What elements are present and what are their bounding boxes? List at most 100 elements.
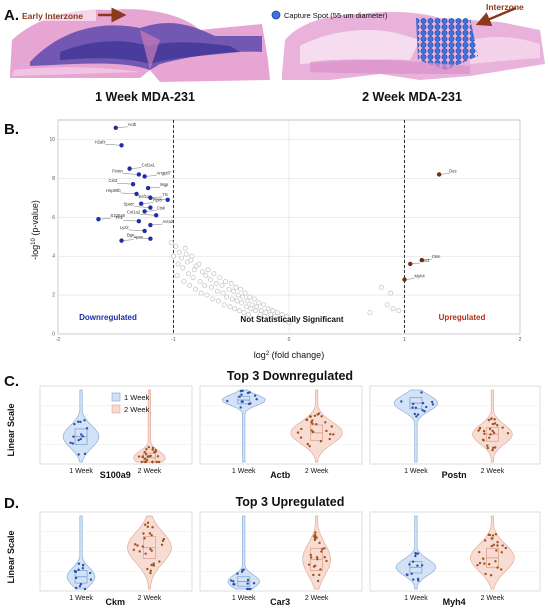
violin-panel-car3: 1 Week 2 Week Car3 bbox=[199, 511, 363, 607]
violin-dot bbox=[150, 549, 153, 552]
violin-dot bbox=[77, 562, 81, 565]
ns-point bbox=[265, 306, 271, 312]
ns-point bbox=[173, 243, 179, 249]
violin-dot bbox=[330, 425, 333, 428]
violin-dot bbox=[423, 410, 426, 413]
violin-dot bbox=[488, 427, 492, 431]
violin-dot bbox=[132, 548, 136, 551]
gene-label-postn: Postn bbox=[112, 168, 123, 173]
violin-dot bbox=[325, 559, 328, 563]
violin-dot bbox=[487, 418, 491, 422]
violin-dot bbox=[138, 550, 141, 553]
group-label-2week: 2 Week bbox=[305, 595, 329, 602]
label-leader bbox=[151, 198, 168, 200]
violin-dot bbox=[496, 540, 499, 544]
ns-point bbox=[176, 249, 182, 255]
violin-dot bbox=[489, 574, 493, 577]
gene-point-apoe bbox=[119, 238, 124, 243]
violin-dot bbox=[501, 426, 504, 429]
violin-dot bbox=[144, 523, 147, 526]
violin-dot bbox=[83, 587, 87, 591]
ns-point bbox=[182, 245, 188, 251]
violin-dot bbox=[430, 400, 434, 404]
violin-shape-1week bbox=[227, 515, 260, 590]
violin-dot bbox=[309, 415, 312, 418]
violin-dot bbox=[296, 431, 300, 434]
violin-dot bbox=[491, 448, 494, 452]
ns-point bbox=[186, 271, 192, 277]
violin-dot bbox=[152, 562, 155, 565]
group-label-2week: 2 Week bbox=[481, 595, 505, 602]
violin-panel-ckm: 1 Week 2 Week Ckm bbox=[39, 511, 193, 607]
violin-dot bbox=[249, 587, 252, 591]
violin-shape-1week bbox=[221, 389, 266, 463]
violin-dot bbox=[411, 560, 415, 563]
violin-dot bbox=[411, 402, 415, 406]
label-leader bbox=[140, 214, 157, 216]
violin-dot bbox=[77, 453, 80, 456]
gene-label-cst3: Cst3 bbox=[108, 178, 117, 183]
gene-point-angptl7 bbox=[142, 174, 147, 179]
violin-dot bbox=[78, 585, 82, 588]
violin-dot bbox=[319, 440, 323, 443]
violin-dot bbox=[149, 571, 152, 575]
violin-dot bbox=[482, 557, 485, 560]
violin-shape-2week bbox=[133, 389, 166, 463]
violin-dot bbox=[491, 537, 494, 540]
violin-dot bbox=[79, 582, 83, 586]
violin-dot bbox=[140, 460, 144, 464]
violin-dot bbox=[416, 564, 419, 567]
violin-dot bbox=[152, 564, 155, 567]
violin-dot bbox=[148, 532, 152, 535]
violin-dot bbox=[246, 582, 249, 585]
violin-dot bbox=[313, 414, 317, 417]
violin-shape-2week bbox=[470, 515, 515, 590]
violin-dot bbox=[416, 552, 420, 555]
violin-dot bbox=[245, 587, 249, 591]
legend-swatch-1week bbox=[111, 392, 121, 402]
violin-dot bbox=[246, 391, 250, 395]
violin-dot bbox=[483, 562, 486, 565]
early-interzone-tag: Early Interzone bbox=[20, 7, 127, 23]
violin-dot bbox=[431, 403, 435, 406]
ns-point bbox=[220, 290, 226, 296]
ns-point bbox=[190, 275, 196, 281]
label-leader bbox=[105, 144, 122, 146]
violin-dot bbox=[71, 442, 75, 445]
violin-dot bbox=[477, 429, 480, 432]
violin-dot bbox=[406, 573, 409, 577]
ns-point bbox=[203, 273, 209, 279]
violin-dot bbox=[146, 567, 149, 571]
gene-point-myh4 bbox=[402, 277, 407, 282]
gene-caption-s100a9: S100a9 bbox=[100, 470, 131, 480]
violin-dot bbox=[312, 535, 316, 538]
violin-dot bbox=[232, 580, 235, 583]
violin-dot bbox=[400, 400, 403, 403]
ns-point bbox=[170, 253, 176, 259]
gene-label-apoe: Apoe bbox=[134, 235, 144, 240]
violin-dot bbox=[493, 422, 497, 425]
panel-d-title: Top 3 Upregulated bbox=[236, 495, 345, 509]
ns-point bbox=[175, 261, 181, 267]
ns-point bbox=[222, 278, 228, 284]
ns-point bbox=[197, 278, 203, 284]
violin-dot bbox=[323, 556, 326, 559]
ns-point bbox=[236, 308, 242, 314]
ns-point bbox=[210, 296, 216, 302]
gene-point-cst3 bbox=[130, 182, 136, 187]
x-tick-label: -1 bbox=[171, 337, 176, 343]
ns-point bbox=[207, 277, 213, 283]
violin-dot bbox=[315, 555, 319, 559]
violin-dot bbox=[316, 558, 319, 561]
ns-point bbox=[229, 296, 235, 302]
ns-point bbox=[168, 240, 174, 246]
gene-label-col1a2: Col1a2 bbox=[127, 209, 141, 214]
violin-dot bbox=[143, 537, 146, 540]
violin-dot bbox=[153, 451, 156, 454]
label-leader bbox=[134, 237, 151, 239]
violin-dot bbox=[236, 572, 239, 575]
ns-point bbox=[261, 302, 267, 308]
violin-dot bbox=[239, 406, 242, 409]
tissue-image-2week bbox=[282, 11, 545, 81]
ns-point bbox=[196, 261, 202, 267]
